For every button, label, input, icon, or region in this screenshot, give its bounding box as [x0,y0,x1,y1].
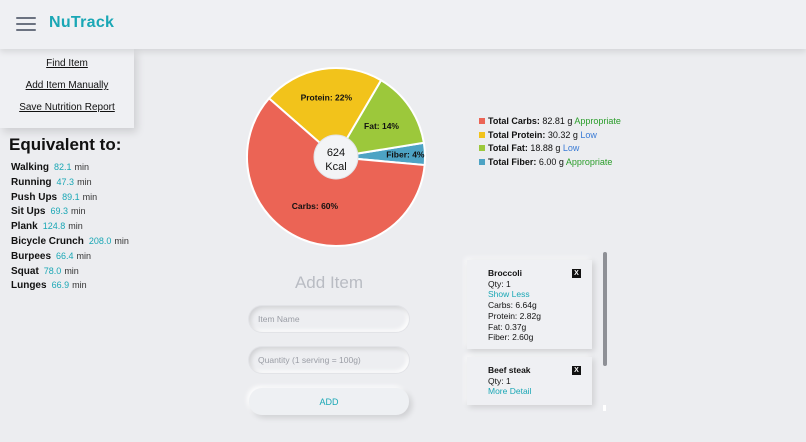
minutes-unit: min [82,191,98,202]
pie-slice-label: Carbs: 60% [292,201,339,211]
pie-slice-label: Protein: 22% [301,92,353,102]
show-less-link[interactable]: Show Less [488,289,530,300]
item-name: Beef steak [488,365,531,375]
equivalent-row: Burpees 66.4 min [11,251,91,262]
equivalent-row: Walking 82.1 min [11,162,89,173]
minutes-unit: min [70,206,86,217]
activity-name: Lunges [11,280,47,292]
activity-minutes: 66.9 [51,280,70,291]
remove-item-close-icon[interactable]: X [572,366,581,375]
legend-swatch [479,158,485,165]
activity-minutes: 66.4 [56,250,74,261]
legend-row: Total Protein: 30.32 g Low [479,130,621,144]
activity-minutes: 82.1 [53,162,72,172]
equivalent-row: Sit Ups 69.3 min [11,206,86,217]
more-detail-link[interactable]: More Detail [488,386,532,397]
scroll-end-marker [603,405,606,411]
minutes-unit: min [64,265,79,276]
pie-slice-label: Fat: 14% [364,121,399,131]
activity-name: Running [11,176,52,188]
minutes-unit: min [74,162,90,172]
item-qty: Qty: 1 [488,375,511,386]
legend-value: 6.00 g [538,156,564,167]
pie-slice-label: Fiber: 4% [386,150,425,160]
legend-row: Total Carbs: 82.81 g Appropriate [479,116,621,130]
equivalent-row: Squat 78.0 min [11,266,79,277]
equivalent-row: Lunges 66.9 min [11,280,87,291]
equivalent-title: Equivalent to: [9,135,122,154]
legend-swatch [479,131,485,138]
activity-minutes: 47.3 [56,176,75,187]
equivalent-row: Running 47.3 min [11,177,92,188]
item-name: Broccoli [488,268,523,278]
quantity-input[interactable] [249,347,409,373]
pie-slice [334,78,426,159]
equivalent-row: Bicycle Crunch 208.0 min [11,236,129,247]
minutes-unit: min [76,250,92,261]
minutes-unit: min [114,236,129,246]
item-fat: Fat: 0.37g [488,321,527,332]
item-fiber: Fiber: 2.60g [488,332,534,343]
menu-item-find-item[interactable]: Find Item [46,58,88,69]
hamburger-menu-icon[interactable] [16,17,36,31]
activity-name: Squat [11,265,39,277]
activity-name: Walking [11,162,49,173]
activity-name: Plank [11,221,38,233]
item-qty: Qty: 1 [488,278,511,289]
activity-minutes: 208.0 [88,236,112,246]
remove-item-close-icon[interactable]: X [572,269,581,278]
legend-status: Appropriate [574,116,621,126]
legend-swatch [479,118,485,124]
minutes-unit: min [68,221,83,232]
legend-row: Total Fat: 18.88 g Low [479,143,621,157]
add-button[interactable]: ADD [249,388,409,415]
minutes-unit: min [77,176,92,187]
menu-item-save-nutrition-report[interactable]: Save Nutrition Report [19,102,115,113]
legend-status: Low [562,143,580,154]
activity-minutes: 124.8 [42,221,66,232]
nutrition-legend: Total Carbs: 82.81 g Appropriate Total Pr… [479,116,621,170]
activity-name: Burpees [11,250,52,262]
legend-swatch [479,145,485,152]
activity-name: Push Ups [11,191,58,203]
equivalent-row: Plank 124.8 min [11,221,83,232]
legend-status: Low [580,129,597,140]
item-name-input[interactable] [249,306,409,332]
activity-name: Bicycle Crunch [11,236,84,247]
app-title: NuTrack [49,14,115,31]
legend-value: 30.32 g [547,129,578,140]
add-item-title: Add Item [294,273,364,292]
item-carbs: Carbs: 6.64g [488,300,537,311]
legend-value: 18.88 g [530,143,561,154]
legend-value: 82.81 g [542,116,573,126]
legend-label: Total Carbs: [488,116,540,126]
item-card: Broccoli Qty: 1 Show Less Carbs: 6.64g P… [467,260,592,349]
activity-name: Sit Ups [11,206,46,218]
pie-slice [267,67,383,159]
item-protein: Protein: 2.82g [488,310,541,321]
item-list-scrollbar[interactable] [603,252,607,366]
minutes-unit: min [72,280,87,291]
item-list-panel: Broccoli Qty: 1 Show Less Carbs: 6.64g P… [462,254,608,414]
legend-row: Total Fiber: 6.00 g Appropriate [479,157,621,171]
legend-label: Total Fat: [488,143,528,154]
pie-center-circle [313,134,359,180]
nav-menu: Find Item Add Item Manually Save Nutriti… [0,49,134,128]
legend-label: Total Fiber: [488,156,537,167]
equivalent-row: Push Ups 89.1 min [11,192,97,203]
pie-svg: Fiber: 4% Fat: 14% Protein: 22% Carbs: 60% 6… [246,67,426,247]
legend-label: Total Protein: [488,129,546,140]
nutrition-pie-chart: Fiber: 4% Fat: 14% Protein: 22% Carbs: 60% 6… [244,65,428,249]
activity-minutes: 78.0 [43,265,62,276]
activity-minutes: 89.1 [62,191,80,202]
activity-minutes: 69.3 [50,206,68,217]
item-card: Beef steak Qty: 1 More Detail X [467,357,592,405]
app-header: NuTrack [0,0,806,49]
calories-value: 624 [327,147,345,159]
menu-item-add-item-manually[interactable]: Add Item Manually [25,80,109,91]
legend-status: Appropriate [565,156,613,167]
calories-unit: Kcal [325,161,346,173]
